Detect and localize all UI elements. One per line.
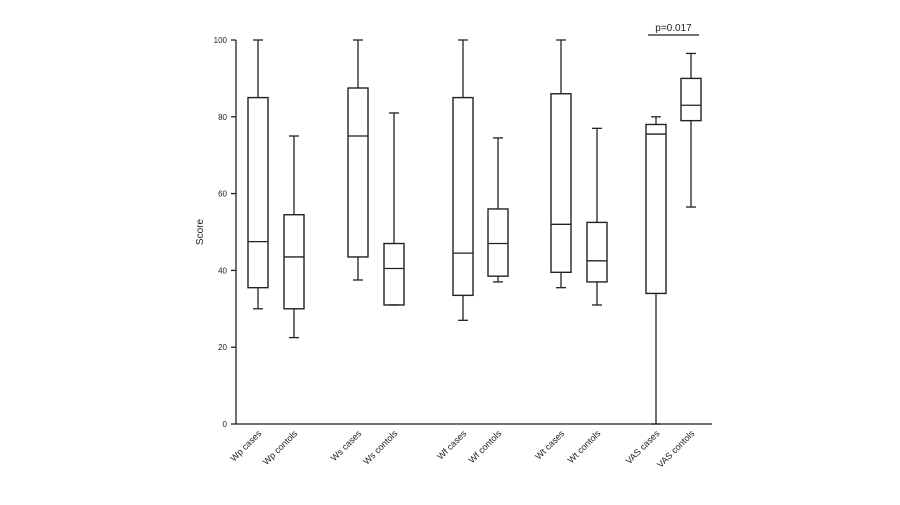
category-label: VAS contols [655, 428, 697, 470]
y-tick-label: 60 [218, 190, 227, 199]
y-tick-label: 100 [214, 36, 228, 45]
iqr-box [586, 221, 608, 283]
y-tick-label: 0 [223, 420, 228, 429]
box-0 [247, 39, 269, 310]
box-5 [487, 137, 509, 283]
category-label: Wp cases [228, 428, 263, 463]
y-tick-label: 20 [218, 343, 227, 352]
y-tick-label: 40 [218, 266, 227, 275]
category-label: Wf contols [467, 428, 504, 465]
box-4 [452, 39, 474, 321]
axes: 0 20 40 60 80 100 [214, 36, 712, 429]
box-1 [283, 135, 305, 339]
iqr-box [383, 242, 405, 306]
box-7 [586, 127, 608, 306]
category-label: Ws contols [361, 428, 400, 467]
y-axis-label: Score [195, 219, 206, 246]
box-2 [347, 39, 369, 281]
category-label: Wf cases [435, 428, 469, 462]
iqr-box [550, 93, 572, 274]
iqr-box [347, 87, 369, 258]
iqr-box [645, 123, 667, 295]
box-8 [645, 116, 667, 425]
iqr-box [487, 208, 509, 277]
iqr-box [452, 96, 474, 297]
iqr-box [247, 96, 269, 289]
box-series [247, 39, 702, 425]
y-tick-label: 80 [218, 113, 227, 122]
category-label: Wp contols [261, 428, 300, 467]
box-9 [680, 52, 702, 208]
category-label: Wt contols [566, 428, 603, 465]
iqr-box [283, 214, 305, 310]
category-label: Ws cases [329, 428, 364, 463]
box-6 [550, 39, 572, 289]
iqr-box [680, 77, 702, 122]
box-3 [383, 112, 405, 306]
category-label: Wt cases [533, 428, 567, 462]
p-value-label: p=0.017 [655, 23, 692, 34]
annotations: p=0.017 [648, 23, 699, 36]
